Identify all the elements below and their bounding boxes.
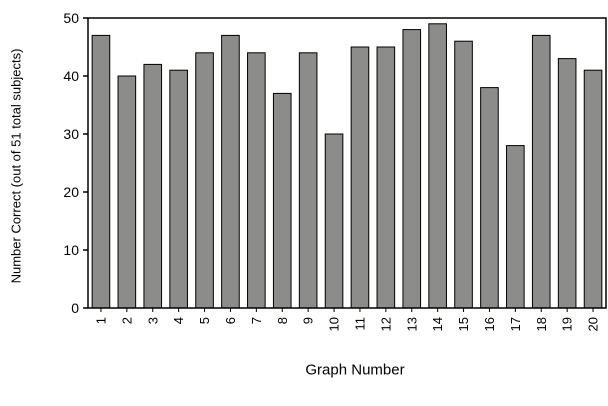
x-tick-label: 6: [223, 317, 238, 324]
x-tick-label: 3: [145, 317, 160, 324]
bar-graph-19: [557, 58, 577, 309]
x-tick-label: 7: [249, 317, 264, 324]
x-tick-label: 11: [352, 317, 367, 331]
bar-graph-5: [195, 52, 214, 309]
bar-graph-20: [583, 69, 603, 309]
bar-graph-12: [376, 46, 396, 309]
bar-graph-13: [402, 29, 422, 309]
bar-graph-7: [247, 52, 266, 309]
x-tick-label: 18: [534, 317, 549, 331]
x-tick-label: 20: [586, 317, 601, 331]
bar-graph-15: [454, 40, 473, 309]
bar-graph-18: [531, 34, 551, 309]
x-tick-label: 8: [275, 317, 290, 324]
x-tick-label: 2: [119, 317, 134, 324]
bar-graph-16: [480, 87, 499, 309]
x-tick-label: 16: [482, 317, 497, 331]
y-tick-label: 0: [71, 300, 79, 316]
x-tick-label: 10: [327, 317, 342, 331]
bar-graph-2: [117, 75, 137, 309]
bar-graph-10: [324, 133, 344, 309]
y-tick-label: 50: [63, 10, 79, 26]
bar-graph-17: [506, 145, 525, 309]
x-tick-label: 14: [430, 317, 445, 331]
x-tick-label: 12: [378, 317, 393, 331]
x-tick-label: 17: [508, 317, 523, 331]
y-tick-label: 20: [63, 184, 79, 200]
x-axis-title: Graph Number: [305, 362, 404, 379]
bars-layer: [91, 23, 603, 309]
bar-graph-9: [298, 52, 318, 309]
bar-graph-3: [143, 63, 163, 309]
x-tick-label: 5: [197, 317, 212, 324]
y-axis-title: Number Correct (out of 51 total subjects…: [9, 49, 24, 284]
y-tick-label: 40: [63, 68, 79, 84]
x-tick-label: 19: [560, 317, 575, 331]
x-tick-label: 15: [456, 317, 471, 331]
x-tick-label: 9: [301, 317, 316, 324]
bar-graph-4: [169, 69, 188, 309]
bar-graph-8: [272, 92, 292, 309]
x-tick-label: 1: [93, 317, 108, 324]
bar-graph-11: [350, 46, 370, 309]
y-tick-label: 30: [63, 126, 79, 142]
bar-graph-6: [221, 34, 240, 309]
y-tick-label: 10: [63, 242, 79, 258]
plot-frame: [87, 17, 607, 309]
label-layer: Graph Number Number Correct (out of 51 t…: [9, 49, 405, 379]
bar-graph-14: [428, 23, 447, 309]
axis-layer: 1 2 3 4 5 6 7 8 9 10 11 12 13 14 15 16 17 18 19 20010203040…: [63, 10, 607, 331]
x-tick-label: 13: [404, 317, 419, 331]
bar-graph-1: [91, 34, 111, 309]
x-tick-label: 4: [171, 317, 186, 324]
